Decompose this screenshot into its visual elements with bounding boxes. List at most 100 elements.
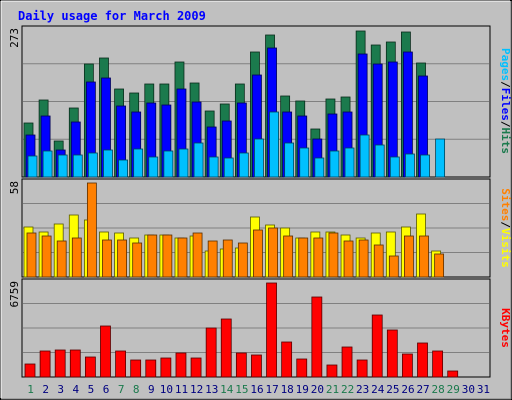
legend-pages: Pages (499, 48, 512, 81)
bar-kbytes-day-18 (281, 341, 293, 378)
bar-pages-day-20 (314, 157, 325, 178)
day-label-6: 6 (103, 383, 110, 396)
bar-pages-day-15 (238, 152, 249, 178)
chart-title: Daily usage for March 2009 (18, 9, 206, 23)
legend-separator: / (499, 121, 512, 128)
bar-pages-day-14 (223, 157, 234, 178)
bar-kbytes-day-10 (160, 357, 172, 378)
bar-kbytes-day-3 (54, 349, 66, 378)
bar-sites-day-28 (434, 253, 445, 278)
bar-sites-day-4 (71, 237, 82, 278)
bar-sites-day-3 (56, 240, 67, 278)
bar-sites-day-21 (328, 232, 339, 278)
legend-kbytes: KBytes (499, 308, 512, 348)
legend-sites: Sites (499, 188, 512, 221)
bar-kbytes-day-2 (39, 350, 51, 378)
bar-kbytes-day-23 (356, 359, 368, 378)
day-label-4: 4 (73, 383, 80, 396)
bar-pages-day-21 (329, 150, 340, 178)
bar-sites-day-8 (132, 242, 143, 278)
bar-kbytes-day-5 (84, 356, 96, 378)
bar-kbytes-day-24 (371, 314, 383, 378)
day-label-21: 21 (326, 383, 339, 396)
day-label-30: 30 (462, 383, 475, 396)
bar-kbytes-day-17 (266, 282, 277, 378)
bar-pages-day-23 (359, 134, 370, 178)
bar-kbytes-day-20 (311, 296, 323, 378)
bar-sites-day-2 (41, 235, 52, 278)
bar-kbytes-day-26 (402, 353, 413, 378)
bar-sites-day-14 (222, 239, 233, 278)
bar-kbytes-day-22 (341, 346, 353, 378)
day-label-15: 15 (235, 383, 248, 396)
bar-kbytes-day-12 (190, 357, 202, 378)
bar-kbytes-day-13 (205, 327, 217, 378)
day-label-17: 17 (265, 383, 278, 396)
bar-pages-day-2 (42, 150, 53, 178)
y-max-label: 273 (8, 28, 21, 48)
bar-sites-day-15 (237, 242, 248, 278)
bar-sites-day-23 (358, 239, 369, 278)
y-axis-legend: KBytes (499, 308, 512, 348)
bar-pages-day-22 (344, 147, 355, 178)
day-label-9: 9 (148, 383, 155, 396)
bar-pages-day-19 (299, 147, 310, 178)
bar-sites-day-17 (268, 227, 278, 278)
day-label-27: 27 (416, 383, 429, 396)
day-label-14: 14 (220, 383, 234, 396)
visits-sites-panel: 58 Sites/Visits (8, 178, 512, 278)
day-label-12: 12 (190, 383, 203, 396)
bar-kbytes-day-6 (100, 325, 111, 378)
day-label-3: 3 (57, 383, 64, 396)
bar-kbytes-day-28 (432, 350, 444, 378)
bar-sites-day-7 (117, 239, 127, 278)
legend-separator: / (499, 81, 512, 88)
bar-pages-day-26 (405, 153, 415, 178)
bar-sites-day-5 (86, 182, 97, 278)
bar-pages-day-18 (284, 142, 295, 178)
bar-pages-day-24 (374, 144, 385, 178)
bar-kbytes-day-14 (220, 318, 232, 378)
bar-pages-day-4 (72, 154, 83, 178)
day-label-16: 16 (250, 383, 263, 396)
bar-sites-day-11 (177, 237, 188, 278)
bar-sites-day-24 (373, 244, 384, 278)
bar-kbytes-day-25 (386, 329, 398, 378)
bar-pages-day-1 (27, 155, 38, 178)
bar-pages-day-28 (435, 138, 446, 178)
legend-files: Files (499, 88, 512, 121)
bar-kbytes-day-15 (235, 352, 247, 378)
legend-hits: Hits (499, 128, 512, 155)
bar-sites-day-27 (419, 235, 429, 278)
bar-sites-day-6 (102, 239, 112, 278)
day-label-5: 5 (88, 383, 95, 396)
bar-kbytes-day-16 (251, 354, 262, 378)
day-label-24: 24 (371, 383, 385, 396)
day-label-19: 19 (296, 383, 309, 396)
bar-pages-day-3 (57, 154, 68, 178)
day-label-29: 29 (447, 383, 460, 396)
bar-kbytes-day-7 (115, 350, 126, 378)
bar-sites-day-20 (313, 237, 324, 278)
day-label-22: 22 (341, 383, 354, 396)
bar-pages-day-5 (87, 152, 98, 178)
bar-sites-day-26 (404, 235, 414, 278)
bar-sites-day-9 (147, 234, 158, 278)
bar-sites-day-10 (162, 234, 173, 278)
y-axis-legend: Pages/Files/Hits (499, 48, 512, 154)
bar-pages-day-27 (420, 154, 430, 178)
day-label-26: 26 (401, 383, 414, 396)
day-label-23: 23 (356, 383, 369, 396)
y-max-label: 58 (8, 181, 21, 194)
day-label-31: 31 (477, 383, 490, 396)
legend-separator: / (499, 221, 512, 228)
bar-kbytes-day-27 (417, 342, 428, 378)
day-label-20: 20 (311, 383, 324, 396)
bar-kbytes-day-19 (296, 358, 308, 378)
day-label-7: 7 (118, 383, 125, 396)
y-axis-legend: Sites/Visits (499, 188, 512, 268)
day-label-8: 8 (133, 383, 140, 396)
day-label-1: 1 (27, 383, 34, 396)
day-label-28: 28 (432, 383, 445, 396)
